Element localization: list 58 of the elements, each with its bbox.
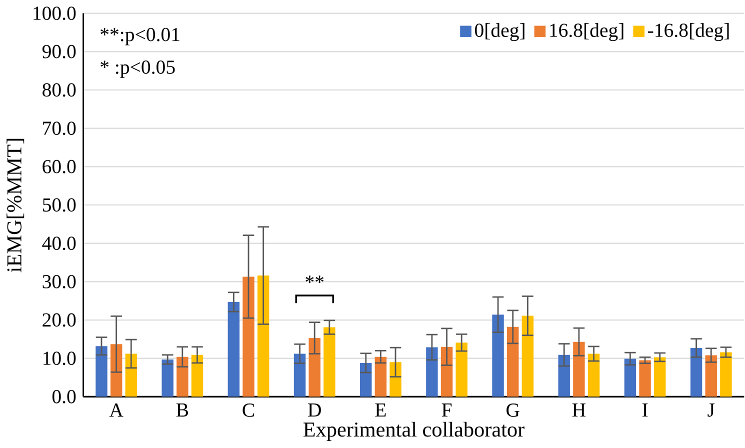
bar [690, 348, 702, 397]
bar [257, 276, 270, 397]
bar [162, 360, 174, 397]
legend-label: 0[deg] [474, 23, 524, 42]
bar [191, 355, 204, 397]
annotation: * :p<0.05 [100, 60, 175, 78]
bar [705, 355, 717, 397]
y-axis-title: iEMG[%MMT] [6, 139, 24, 272]
bar [308, 338, 320, 397]
x-tick-label: H [572, 404, 586, 417]
legend-label: 16.8[deg] [550, 23, 624, 42]
x-tick-label: F [442, 404, 452, 417]
bar [96, 346, 108, 397]
y-tick-label: 10.0 [44, 352, 76, 366]
y-tick-label: 70.0 [43, 122, 76, 136]
bar [506, 327, 519, 397]
bar [176, 357, 188, 397]
y-tick-label: 0.0 [52, 390, 76, 404]
x-tick-label: I [642, 404, 648, 417]
annotation: **:p<0.01 [100, 28, 180, 46]
bar [558, 355, 570, 397]
bar [324, 327, 336, 397]
x-tick-label: G [506, 404, 520, 418]
bar [125, 354, 138, 397]
bar [720, 352, 732, 397]
bar [654, 357, 666, 397]
bar [390, 362, 402, 397]
x-tick-label: A [109, 404, 124, 417]
bar [242, 276, 254, 397]
x-tick-label: E [375, 404, 386, 417]
x-tick-label: D [308, 404, 321, 417]
bar [440, 347, 453, 397]
bar [492, 314, 504, 397]
y-tick-label: 20.0 [42, 313, 76, 327]
y-tick-label: 50.0 [42, 198, 76, 212]
bar [456, 342, 468, 397]
bar [624, 358, 636, 397]
y-tick-label: 90.0 [42, 45, 76, 59]
y-tick-label: 30.0 [42, 275, 76, 289]
bar [522, 316, 534, 397]
x-tick-label: J [708, 404, 715, 417]
x-tick-label: C [242, 404, 254, 418]
bar [426, 347, 438, 397]
y-tick-label: 60.0 [42, 160, 76, 174]
bar [374, 357, 387, 397]
y-tick-label: 80.0 [42, 83, 76, 97]
legend-label: -16.8[deg] [648, 23, 729, 42]
bar [360, 363, 372, 397]
bar [573, 342, 585, 397]
bar [294, 354, 306, 397]
bar [228, 302, 240, 397]
y-tick-label: 100.0 [34, 6, 76, 20]
bar [588, 354, 600, 397]
bar [639, 360, 651, 397]
x-axis-title: Experimental collaborator [303, 422, 524, 442]
y-tick-label: 40.0 [42, 236, 76, 250]
annotation: ** [306, 276, 324, 284]
x-tick-label: B [176, 404, 188, 417]
